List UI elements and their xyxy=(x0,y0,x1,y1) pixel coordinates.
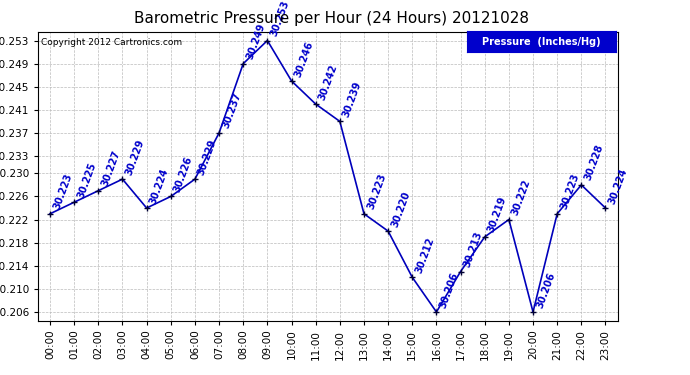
Text: 30.229: 30.229 xyxy=(197,138,219,176)
Text: 30.225: 30.225 xyxy=(76,161,98,200)
Text: 30.249: 30.249 xyxy=(245,22,267,61)
Text: 30.206: 30.206 xyxy=(535,270,557,309)
Text: 30.242: 30.242 xyxy=(317,63,339,101)
Text: 30.223: 30.223 xyxy=(366,172,388,211)
Text: 30.239: 30.239 xyxy=(342,80,364,118)
Text: 30.219: 30.219 xyxy=(486,195,509,234)
Text: 30.226: 30.226 xyxy=(172,155,195,194)
Text: Copyright 2012 Cartronics.com: Copyright 2012 Cartronics.com xyxy=(41,38,182,46)
Text: 30.212: 30.212 xyxy=(414,236,436,274)
Text: 30.223: 30.223 xyxy=(52,172,74,211)
Text: 30.224: 30.224 xyxy=(148,166,170,205)
Text: 30.228: 30.228 xyxy=(583,143,605,182)
Text: 30.223: 30.223 xyxy=(559,172,581,211)
Text: 30.246: 30.246 xyxy=(293,39,315,78)
Text: Barometric Pressure per Hour (24 Hours) 20121028: Barometric Pressure per Hour (24 Hours) … xyxy=(134,11,529,26)
Text: 30.220: 30.220 xyxy=(390,190,412,228)
Text: 30.224: 30.224 xyxy=(607,166,629,205)
Text: 30.206: 30.206 xyxy=(438,270,460,309)
Text: 30.227: 30.227 xyxy=(100,149,122,188)
Text: 30.229: 30.229 xyxy=(124,138,146,176)
Text: 30.213: 30.213 xyxy=(462,230,484,269)
Text: 30.237: 30.237 xyxy=(221,92,243,130)
Text: 30.222: 30.222 xyxy=(511,178,533,217)
Text: 30.253: 30.253 xyxy=(269,0,291,38)
